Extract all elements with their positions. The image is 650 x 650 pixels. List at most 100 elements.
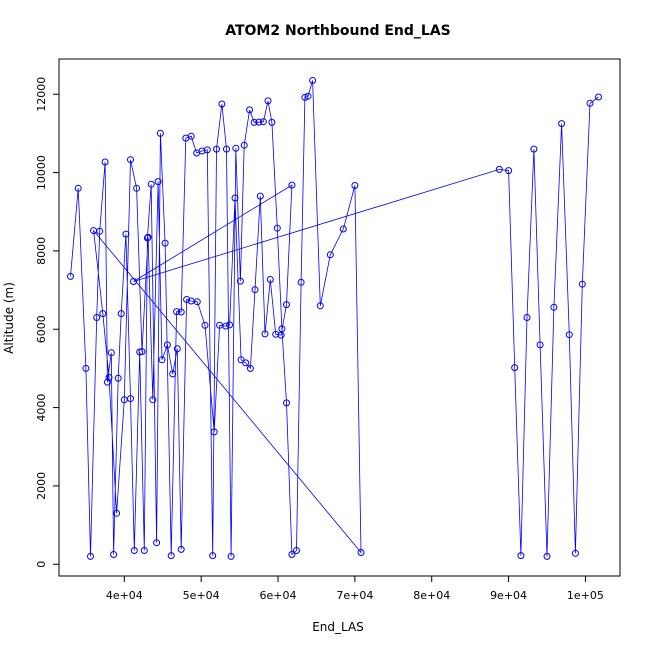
data-point: [203, 146, 211, 154]
data-point: [266, 276, 274, 283]
data-point: [101, 158, 109, 166]
data-point: [301, 93, 309, 101]
data-point: [183, 296, 191, 303]
data-point: [242, 359, 250, 367]
data-point: [193, 298, 201, 306]
data-point: [297, 278, 305, 286]
data-point: [288, 181, 296, 189]
y-tick-label: 2000: [35, 472, 48, 500]
data-point: [246, 364, 254, 372]
data-point: [209, 552, 217, 560]
data-point: [293, 547, 300, 554]
series-line: [70, 80, 599, 557]
data-point: [173, 308, 181, 316]
chart-title: ATOM2 Northbound End_LAS: [225, 23, 451, 39]
data-point: [147, 180, 155, 188]
data-point: [283, 399, 290, 407]
data-point: [74, 184, 82, 192]
x-axis-label: End_LAS: [312, 620, 364, 634]
data-point: [114, 374, 122, 382]
data-point: [154, 178, 162, 186]
data-point: [240, 141, 248, 149]
data-point: [256, 192, 264, 200]
data-point: [273, 224, 281, 232]
data-point: [122, 230, 130, 238]
data-point: [246, 106, 254, 114]
data-point: [130, 547, 138, 554]
data-point: [536, 341, 544, 349]
data-point: [550, 303, 558, 311]
data-point: [90, 227, 98, 235]
data-point: [277, 331, 285, 339]
y-axis-label: Altitude (m): [2, 282, 16, 354]
x-tick-label: 4e+04: [106, 589, 143, 602]
data-point: [169, 370, 177, 378]
data-point: [543, 552, 551, 560]
data-point: [523, 314, 531, 321]
data-point: [326, 251, 334, 259]
data-point: [87, 552, 94, 560]
data-point: [264, 97, 272, 105]
data-point: [571, 549, 579, 557]
data-point: [130, 278, 137, 285]
data-point: [156, 129, 164, 137]
x-tick-label: 5e+04: [183, 589, 220, 602]
data-point: [586, 99, 594, 107]
data-point: [105, 373, 113, 381]
data-point: [505, 167, 513, 175]
data-point: [565, 331, 573, 339]
data-point: [339, 225, 347, 233]
data-point: [201, 321, 209, 329]
x-tick-label: 1e+05: [567, 589, 604, 602]
data-point: [530, 145, 538, 153]
data-point: [351, 182, 359, 189]
data-point: [173, 345, 181, 353]
data-point: [304, 92, 312, 100]
data-point: [117, 310, 125, 318]
data-point: [232, 144, 240, 152]
data-point: [143, 234, 151, 242]
data-point: [517, 552, 525, 560]
data-point: [133, 184, 141, 192]
x-axis: 4e+04 5e+04 6e+04 7e+04 8e+04 9e+04 1e+05: [106, 575, 604, 602]
data-point: [153, 539, 161, 547]
y-axis: 0 2000 4000 6000 8000 10000 12000: [35, 77, 60, 568]
x-tick-label: 8e+04: [413, 589, 450, 602]
data-point: [177, 545, 185, 553]
data-point: [82, 364, 90, 372]
data-point: [226, 321, 234, 329]
data-point: [259, 118, 267, 126]
data-point: [222, 322, 230, 330]
x-tick-label: 7e+04: [336, 589, 373, 602]
data-point: [251, 286, 259, 294]
data-point: [316, 302, 324, 310]
y-tick-label: 12000: [35, 77, 48, 112]
data-point: [309, 77, 317, 84]
data-point: [149, 396, 157, 404]
data-point: [227, 552, 235, 560]
data-point: [272, 330, 280, 338]
data-point: [268, 118, 276, 126]
data-point: [120, 396, 128, 404]
data-point: [99, 310, 107, 318]
data-point: [140, 547, 148, 554]
data-point: [161, 239, 169, 247]
data-point: [218, 100, 226, 108]
x-tick-label: 6e+04: [260, 589, 297, 602]
data-point: [210, 428, 218, 436]
data-point: [113, 509, 121, 517]
data-point: [93, 314, 101, 321]
data-point: [107, 349, 115, 357]
data-point: [511, 364, 519, 372]
y-tick-label: 4000: [35, 394, 48, 422]
data-point: [213, 145, 220, 153]
data-point: [127, 156, 134, 164]
data-point: [236, 277, 244, 285]
y-tick-label: 8000: [35, 237, 48, 265]
data-point: [187, 132, 195, 140]
data-point: [261, 330, 269, 338]
data-point: [138, 348, 146, 356]
series-layer: [67, 77, 602, 560]
y-tick-label: 10000: [35, 155, 48, 190]
